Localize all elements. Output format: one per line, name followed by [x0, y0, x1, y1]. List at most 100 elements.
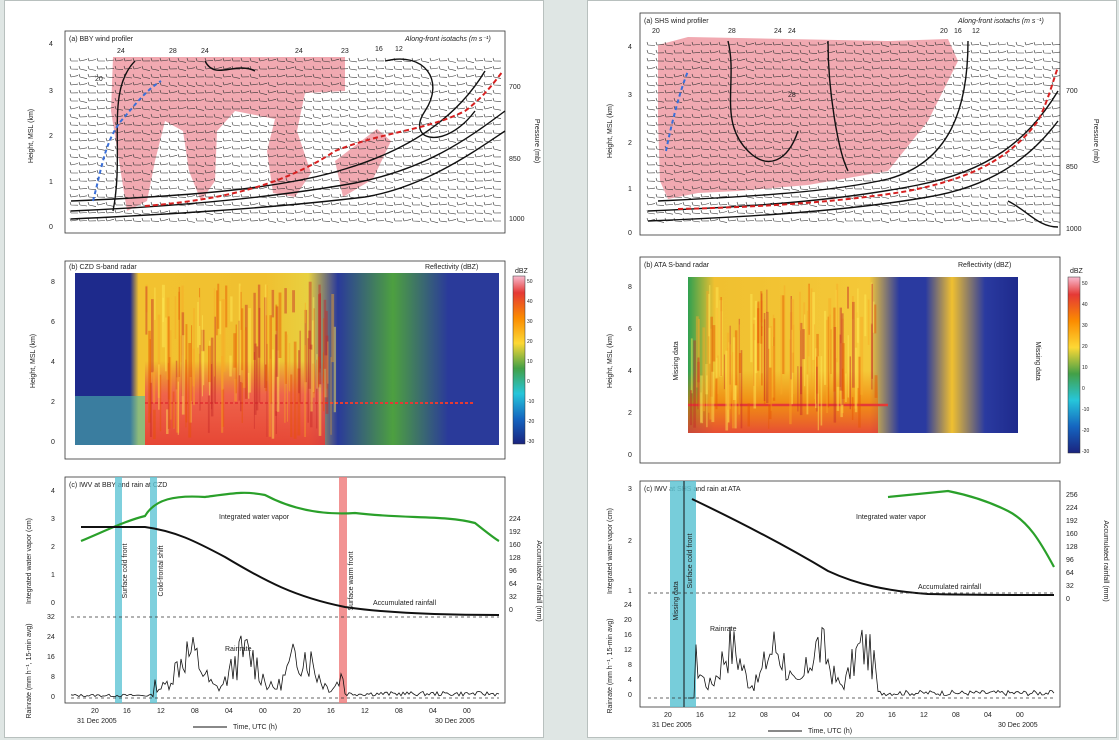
ytick: 16: [624, 632, 632, 639]
xtick: 16: [888, 712, 896, 719]
radar-streak: [720, 311, 723, 376]
wind-barb: [303, 73, 313, 78]
wind-barb: [772, 145, 782, 150]
wind-barb: [970, 65, 980, 71]
wind-barbs: [69, 57, 502, 224]
wind-barb: [772, 113, 782, 118]
wind-barb: [240, 81, 250, 87]
wind-barb: [141, 145, 151, 151]
radar-streak: [333, 326, 336, 413]
wind-barb: [1015, 105, 1025, 110]
wind-barb: [168, 153, 178, 158]
wind-barb: [844, 81, 854, 87]
wind-barb: [168, 137, 178, 143]
wind-barb: [186, 121, 196, 126]
radar-streak: [316, 359, 318, 429]
wind-barb: [700, 177, 710, 183]
radar-streak: [244, 304, 248, 399]
radar-streak: [153, 409, 156, 440]
wind-barb: [988, 57, 998, 62]
radar-streak: [211, 364, 213, 410]
wind-barb: [87, 105, 97, 110]
wind-barb: [799, 97, 809, 102]
wind-barb: [709, 57, 719, 62]
wind-barb: [87, 97, 97, 102]
wind-barb: [285, 185, 295, 191]
wind-barb: [1051, 161, 1061, 166]
wind-barb: [853, 97, 863, 102]
wind-barb: [420, 209, 430, 214]
wind-barb: [222, 201, 232, 206]
wind-barb: [465, 145, 475, 151]
wind-barb: [898, 41, 908, 46]
wind-barb: [168, 105, 178, 110]
wind-barb: [1051, 129, 1061, 134]
wind-barb: [96, 129, 106, 134]
wind-barb: [105, 65, 115, 70]
isotach-label: 24: [201, 48, 209, 55]
wind-barb: [330, 97, 340, 102]
wind-barb: [132, 153, 142, 159]
ytick: 3: [49, 88, 53, 95]
isotach-label: 12: [972, 28, 980, 35]
wind-barb: [1015, 193, 1025, 199]
wind-barb: [691, 201, 701, 207]
wind-barb: [1033, 97, 1043, 103]
wind-barb: [141, 97, 151, 102]
wind-barb: [961, 41, 971, 46]
radar-streak: [719, 300, 723, 377]
wind-barb: [132, 177, 142, 182]
wind-barb: [357, 81, 367, 87]
radar-streak: [217, 283, 220, 329]
wind-barb: [393, 161, 403, 167]
wind-barb: [1006, 121, 1016, 127]
wind-barb: [258, 177, 268, 182]
radar-streak: [208, 345, 211, 383]
wind-barb: [1015, 57, 1025, 62]
wind-barb: [402, 129, 412, 134]
radar-streak: [173, 402, 175, 429]
wind-barb: [853, 177, 863, 182]
wind-barb: [727, 201, 737, 206]
wind-barb: [907, 153, 917, 158]
wind-barb: [646, 73, 656, 78]
wind-barb: [889, 113, 899, 118]
wind-barb: [249, 177, 259, 182]
wind-barb: [1042, 81, 1052, 86]
date-left: 31 Dec 2005: [652, 722, 692, 729]
wind-barb: [276, 209, 286, 214]
wind-barb: [907, 81, 917, 87]
panel-b-radar: (b) CZD S-band radar Reflectivity (dBZ) …: [30, 260, 534, 460]
wind-barb: [934, 129, 944, 135]
wind-barb: [285, 129, 295, 134]
wind-barb: [474, 169, 484, 174]
colorbar-tick: -20: [1082, 428, 1089, 434]
radar-streak: [772, 314, 775, 338]
wind-barb: [420, 57, 430, 63]
wind-barb: [186, 113, 196, 118]
radar-streak: [158, 364, 160, 410]
wind-barb: [925, 153, 935, 159]
radar-streak: [734, 385, 737, 429]
ytick: 4: [49, 41, 53, 48]
wind-barb: [159, 73, 169, 78]
wind-barb: [907, 105, 916, 110]
wind-barb: [240, 73, 250, 78]
ytick: 0: [628, 230, 632, 237]
wind-barb: [664, 153, 674, 158]
wind-barb: [997, 41, 1007, 46]
wind-barb: [646, 97, 656, 102]
wind-barb: [105, 169, 115, 174]
wind-barb: [907, 145, 917, 150]
wind-barb: [330, 145, 340, 150]
radar-streak: [318, 384, 322, 436]
wind-barb: [988, 169, 998, 174]
wind-barb: [655, 65, 665, 70]
wind-barb: [763, 113, 773, 119]
colorbar-tick: 50: [527, 279, 533, 285]
isotach-label: 12: [395, 46, 403, 53]
wind-barb: [402, 105, 412, 110]
radar-streak: [768, 327, 771, 405]
wind-barb: [925, 177, 935, 182]
wind-barb: [330, 161, 340, 166]
